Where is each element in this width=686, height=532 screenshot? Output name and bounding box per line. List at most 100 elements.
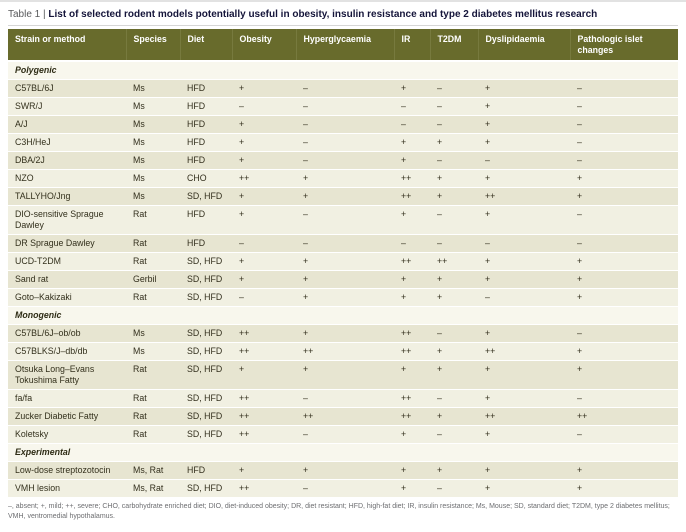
value-cell: Ms, Rat (126, 461, 180, 480)
col-header-hyperglycaemia: Hyperglycaemia (296, 29, 395, 63)
col-header-t2dm: T2DM (430, 29, 479, 63)
value-cell: Rat (126, 425, 180, 444)
value-cell: + (430, 461, 478, 480)
value-cell: – (570, 324, 678, 343)
value-cell: SD, HFD (180, 407, 232, 426)
value-cell: – (296, 205, 394, 235)
strain-cell: Zucker Diabetic Fatty (8, 407, 126, 426)
value-cell: – (430, 151, 478, 170)
value-cell: – (430, 234, 478, 253)
value-cell: SD, HFD (180, 425, 232, 444)
strain-cell: VMH lesion (8, 479, 126, 498)
strain-cell: Otsuka Long–Evans Tokushima Fatty (8, 360, 126, 390)
value-cell: + (394, 288, 430, 307)
value-cell: + (296, 461, 394, 480)
value-cell: – (478, 234, 570, 253)
value-cell: + (478, 252, 570, 271)
table-row: Otsuka Long–Evans Tokushima Fatty Rat SD, … (8, 360, 678, 390)
value-cell: HFD (180, 97, 232, 117)
value-cell: HFD (180, 79, 232, 99)
value-cell: ++ (394, 389, 430, 408)
value-cell: + (478, 324, 570, 343)
value-cell: + (570, 187, 678, 206)
value-cell: – (570, 79, 678, 99)
value-cell: Rat (126, 407, 180, 426)
table-row: UCD-T2DM Rat SD, HFD + + ++ ++ + + (8, 252, 678, 271)
value-cell: – (232, 234, 296, 253)
value-cell: – (394, 115, 430, 135)
value-cell: + (394, 151, 430, 170)
value-cell: Rat (126, 205, 180, 235)
value-cell: Ms (126, 151, 180, 170)
value-cell: HFD (180, 461, 232, 480)
header-row: Strain or method Species Diet Obesity Hy… (8, 29, 678, 63)
value-cell: – (570, 234, 678, 253)
value-cell: – (430, 324, 478, 343)
section-label: Polygenic (8, 61, 678, 81)
value-cell: – (430, 97, 478, 117)
section-row: Monogenic (8, 306, 678, 325)
strain-cell: fa/fa (8, 389, 126, 408)
table-row: Zucker Diabetic Fatty Rat SD, HFD ++ ++ ++ + ++… (8, 407, 678, 426)
value-cell: + (430, 407, 478, 426)
table-footnote: –, absent; +, mild; ++, severe; CHO, car… (8, 502, 670, 520)
value-cell: + (478, 205, 570, 235)
value-cell: + (478, 169, 570, 188)
value-cell: + (478, 479, 570, 498)
value-cell: Rat (126, 360, 180, 390)
value-cell: – (296, 115, 394, 135)
col-header-dyslipidaemia: Dyslipidaemia (478, 29, 571, 63)
table-row: Sand rat Gerbil SD, HFD + + + + + + (8, 270, 678, 289)
value-cell: ++ (232, 324, 296, 343)
table-row: VMH lesion Ms, Rat SD, HFD ++ – + – + + (8, 479, 678, 498)
value-cell: + (232, 115, 296, 135)
value-cell: + (570, 461, 678, 480)
value-cell: + (478, 270, 570, 289)
value-cell: – (296, 234, 394, 253)
value-cell: – (430, 79, 478, 99)
value-cell: + (296, 288, 394, 307)
value-cell: + (232, 360, 296, 390)
table-caption: List of selected rodent models potential… (48, 9, 598, 20)
col-header-islet-changes: Pathologic islet changes (570, 29, 678, 63)
value-cell: ++ (232, 425, 296, 444)
value-cell: – (296, 79, 394, 99)
value-cell: HFD (180, 115, 232, 135)
value-cell: + (394, 270, 430, 289)
strain-cell: TALLYHO/Jng (8, 187, 126, 206)
value-cell: + (232, 79, 296, 99)
value-cell: Ms (126, 133, 180, 153)
value-cell: + (570, 270, 678, 289)
value-cell: Ms (126, 342, 180, 361)
value-cell: SD, HFD (180, 479, 232, 498)
value-cell: + (478, 115, 570, 135)
strain-cell: C57BL/6J (8, 79, 126, 99)
value-cell: + (232, 205, 296, 235)
col-header-ir: IR (394, 29, 431, 63)
value-cell: + (478, 425, 570, 444)
value-cell: SD, HFD (180, 252, 232, 271)
value-cell: Rat (126, 252, 180, 271)
value-cell: Gerbil (126, 270, 180, 289)
value-cell: ++ (394, 252, 430, 271)
strain-cell: C57BLKS/J–db/db (8, 342, 126, 361)
strain-cell: C57BL/6J–ob/ob (8, 324, 126, 343)
table-row: NZO Ms CHO ++ + ++ + + + (8, 169, 678, 188)
value-cell: ++ (296, 342, 394, 361)
value-cell: + (430, 288, 478, 307)
value-cell: – (570, 97, 678, 117)
value-cell: Rat (126, 288, 180, 307)
value-cell: + (570, 479, 678, 498)
value-cell: – (394, 97, 430, 117)
strain-cell: Goto–Kakizaki (8, 288, 126, 307)
value-cell: + (430, 187, 478, 206)
value-cell: + (570, 169, 678, 188)
col-header-diet: Diet (180, 29, 233, 63)
value-cell: – (296, 425, 394, 444)
value-cell: – (570, 205, 678, 235)
value-cell: + (296, 169, 394, 188)
value-cell: ++ (296, 407, 394, 426)
table-number: Table 1 | (8, 9, 46, 20)
strain-cell: NZO (8, 169, 126, 188)
value-cell: ++ (570, 407, 678, 426)
